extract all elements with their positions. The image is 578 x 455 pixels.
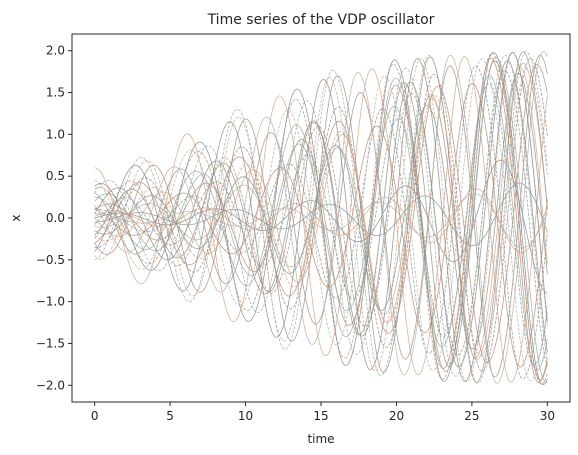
series-line <box>94 70 548 367</box>
series-line <box>94 56 548 383</box>
x-tick-label: 25 <box>464 409 479 423</box>
series-line <box>94 83 548 366</box>
y-tick-label: 2.0 <box>46 44 65 58</box>
plot-area <box>71 33 571 403</box>
series-line <box>94 51 548 386</box>
x-tick-label: 5 <box>166 409 174 423</box>
series-line <box>94 73 548 350</box>
y-tick-label: 0.5 <box>46 169 65 183</box>
series-line <box>94 58 548 372</box>
series-line <box>94 51 548 383</box>
series-line <box>94 56 548 383</box>
series-line <box>94 82 548 368</box>
x-axis-ticks: 0 5 10 15 20 25 30 <box>91 402 555 423</box>
series-line <box>94 54 548 377</box>
x-tick-label: 10 <box>238 409 253 423</box>
y-axis-ticks: −2.0 −1.5 −1.0 −0.5 0.0 0.5 1.0 1.5 2.0 <box>36 44 72 392</box>
series-line <box>94 54 548 378</box>
series-line <box>94 60 548 368</box>
x-tick-label: 20 <box>389 409 404 423</box>
chart-title: Time series of the VDP oscillator <box>207 12 435 28</box>
series-layer <box>94 51 548 386</box>
y-tick-label: 0.0 <box>46 211 65 225</box>
x-tick-label: 0 <box>91 409 99 423</box>
series-line <box>94 52 548 382</box>
y-tick-label: 1.0 <box>46 127 65 141</box>
x-axis-label: time <box>307 432 334 446</box>
y-tick-label: −0.5 <box>36 253 65 267</box>
series-line <box>94 188 548 254</box>
y-axis-label: x <box>9 214 23 221</box>
x-tick-label: 15 <box>313 409 328 423</box>
series-line <box>94 60 548 381</box>
y-tick-label: −1.0 <box>36 295 65 309</box>
y-tick-label: −2.0 <box>36 378 65 392</box>
series-line <box>94 58 548 382</box>
series-line <box>94 74 548 371</box>
y-tick-label: 1.5 <box>46 86 65 100</box>
series-line <box>94 68 548 357</box>
series-line <box>94 193 548 249</box>
x-tick-label: 30 <box>540 409 555 423</box>
y-tick-label: −1.5 <box>36 336 65 350</box>
